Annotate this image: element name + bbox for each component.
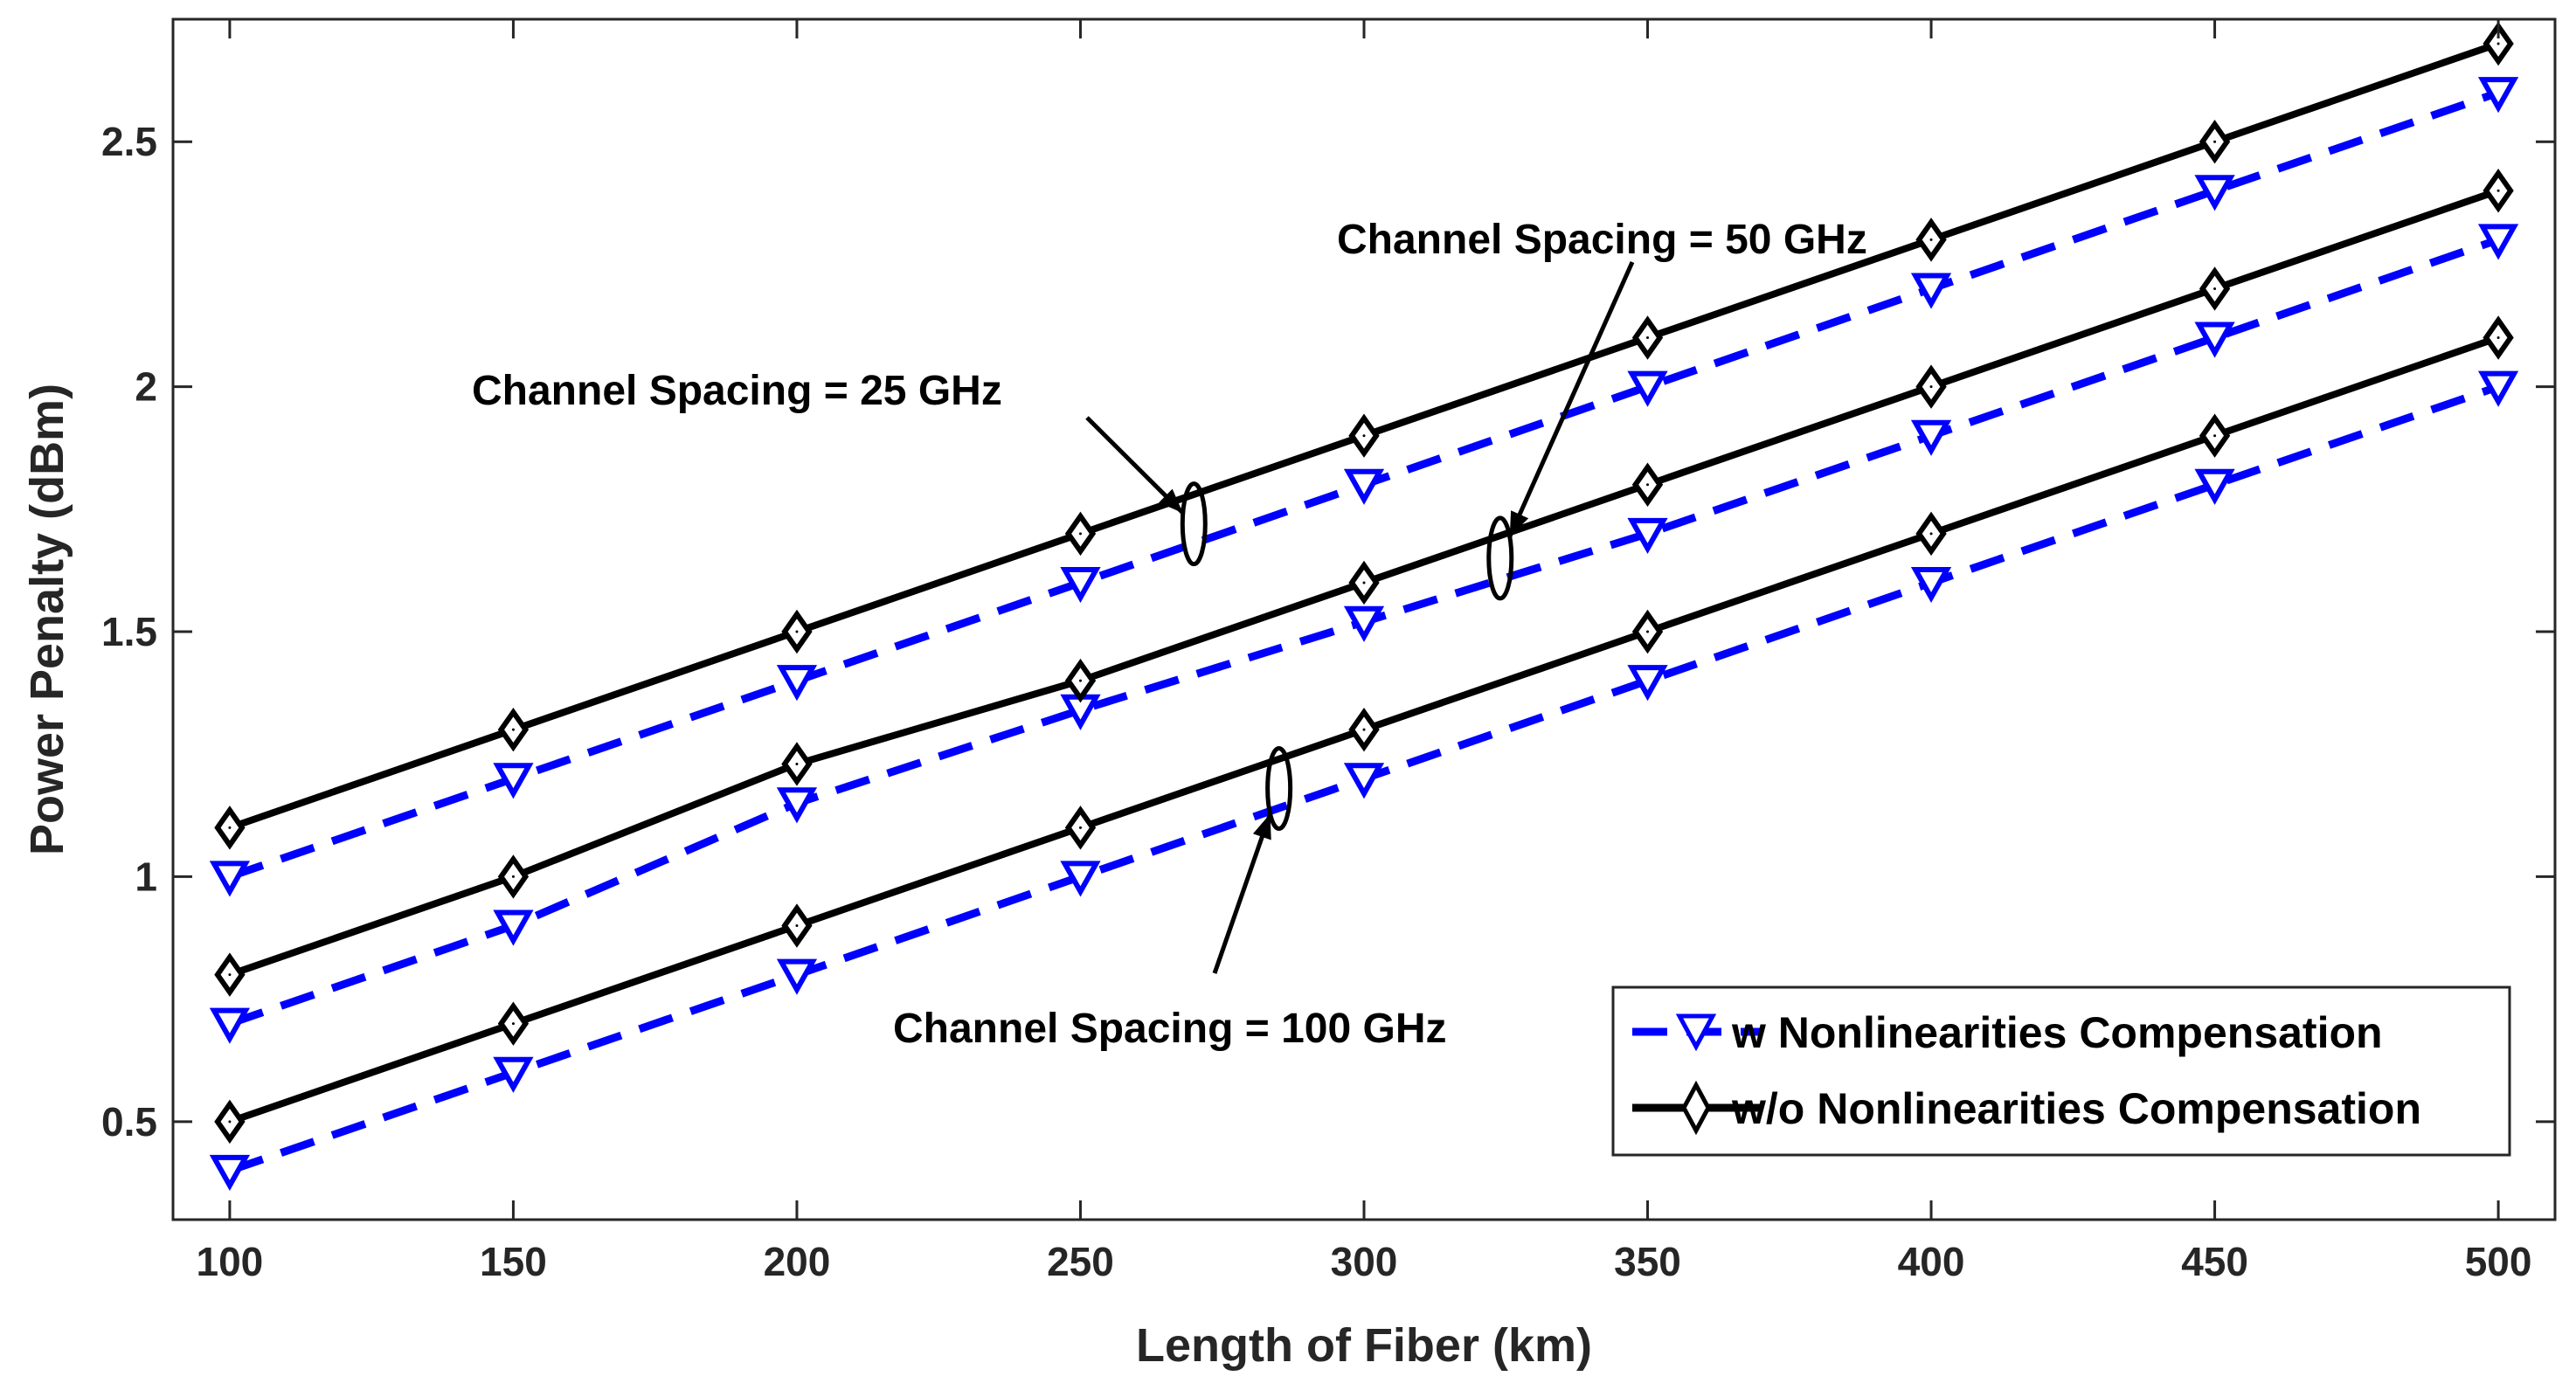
x-tick-label: 250 bbox=[1047, 1239, 1114, 1284]
x-tick-label: 200 bbox=[764, 1239, 831, 1284]
data-point-triangle bbox=[2194, 322, 2235, 358]
x-tick-label: 150 bbox=[480, 1239, 547, 1284]
data-point-triangle bbox=[776, 958, 818, 995]
data-point-triangle bbox=[1627, 665, 1668, 702]
data-point-center bbox=[1362, 434, 1366, 438]
data-point-center bbox=[795, 762, 799, 765]
data-point-triangle bbox=[493, 1056, 534, 1093]
data-point-center bbox=[1362, 581, 1366, 584]
data-point-center bbox=[1646, 336, 1650, 340]
x-tick-label: 300 bbox=[1331, 1239, 1398, 1284]
legend: w Nonlinearities Compensation w/o Nonlin… bbox=[1611, 986, 2511, 1157]
data-point-triangle bbox=[1060, 566, 1101, 604]
data-point-center bbox=[511, 1022, 515, 1026]
annotation-arrow-head bbox=[1252, 813, 1271, 840]
annotation-ellipse bbox=[1486, 515, 1514, 601]
data-point-center bbox=[795, 924, 799, 928]
data-point-triangle bbox=[209, 1154, 251, 1192]
data-point-triangle bbox=[1060, 861, 1101, 897]
legend-diamond-marker bbox=[1681, 1080, 1711, 1136]
data-point-center bbox=[1362, 728, 1366, 731]
x-tick-label: 400 bbox=[1898, 1239, 1965, 1284]
data-point-center bbox=[2213, 434, 2217, 438]
data-point-triangle bbox=[1910, 566, 1952, 604]
y-tick-label: 1.5 bbox=[101, 609, 157, 654]
x-tick-label: 100 bbox=[197, 1239, 264, 1284]
data-point-triangle bbox=[776, 665, 818, 702]
data-point-triangle bbox=[776, 787, 818, 824]
y-tick-label: 1 bbox=[135, 854, 157, 899]
annotation-arrow-line bbox=[1507, 260, 1635, 538]
data-point-triangle bbox=[1627, 370, 1668, 407]
data-point-center bbox=[1929, 385, 1933, 389]
data-point-triangle bbox=[1627, 517, 1668, 554]
data-point-center bbox=[1929, 532, 1933, 536]
legend-box bbox=[1611, 986, 2511, 1157]
axis-ticks: 100 150 200 250 300 350 400 450 500 0.5 1 1.5 2 2.5 bbox=[101, 19, 2555, 1284]
data-point-center bbox=[1078, 532, 1082, 536]
data-point-center bbox=[228, 973, 232, 977]
y-tick-label: 2 bbox=[135, 364, 157, 410]
data-point-triangle bbox=[2194, 175, 2235, 211]
data-point-center bbox=[2213, 287, 2217, 290]
annotation-ellipse bbox=[1180, 481, 1208, 567]
annotation-25ghz: Channel Spacing = 25 GHz bbox=[472, 368, 1002, 414]
legend-triangle-marker bbox=[1675, 1013, 1717, 1052]
annotation-layer: Channel Spacing = 25 GHz Channel Spacing… bbox=[472, 217, 1867, 1052]
data-point-triangle bbox=[1343, 468, 1385, 505]
annotation-100ghz: Channel Spacing = 100 GHz bbox=[893, 1006, 1447, 1052]
annotation-arrow-head bbox=[1159, 488, 1183, 514]
data-point-triangle bbox=[1910, 419, 1952, 456]
annotation-ellipse bbox=[1265, 745, 1293, 831]
y-axis-label: Power Penalty (dBm) bbox=[21, 384, 73, 855]
data-point-center bbox=[2496, 42, 2500, 45]
annotation-arrow-line bbox=[1212, 813, 1272, 974]
annotation-50ghz: Channel Spacing = 50 GHz bbox=[1337, 217, 1867, 263]
data-point-center bbox=[228, 826, 232, 829]
data-point-triangle bbox=[493, 763, 534, 799]
y-tick-label: 2.5 bbox=[101, 119, 157, 164]
x-axis-label: Length of Fiber (km) bbox=[1136, 1319, 1592, 1372]
y-tick-label: 0.5 bbox=[101, 1099, 157, 1145]
data-point-triangle bbox=[209, 861, 251, 897]
data-point-center bbox=[2496, 336, 2500, 340]
annotation-arrow-head bbox=[1509, 510, 1529, 537]
data-point-center bbox=[2213, 140, 2217, 143]
data-point-triangle bbox=[2477, 77, 2519, 114]
data-point-center bbox=[2496, 189, 2500, 192]
data-point-triangle bbox=[2477, 370, 2519, 407]
data-point-triangle bbox=[1343, 763, 1385, 799]
x-tick-label: 350 bbox=[1614, 1239, 1681, 1284]
data-point-triangle bbox=[2194, 468, 2235, 505]
data-point-center bbox=[511, 728, 515, 731]
data-point-center bbox=[511, 875, 515, 878]
data-point-triangle bbox=[2477, 224, 2519, 260]
data-point-triangle bbox=[209, 1007, 251, 1044]
data-point-center bbox=[1646, 483, 1650, 487]
data-point-center bbox=[1078, 826, 1082, 829]
data-point-center bbox=[228, 1120, 232, 1124]
legend-label-w-compensation: w Nonlinearities Compensation bbox=[1731, 1008, 2383, 1057]
data-point-triangle bbox=[1910, 273, 1952, 309]
x-tick-label: 500 bbox=[2465, 1239, 2532, 1284]
data-point-center bbox=[1929, 238, 1933, 241]
data-point-center bbox=[1646, 630, 1650, 633]
series-layer bbox=[209, 21, 2519, 1192]
data-point-center bbox=[795, 630, 799, 633]
data-point-triangle bbox=[1343, 605, 1385, 642]
data-point-triangle bbox=[493, 909, 534, 946]
data-point-center bbox=[1078, 679, 1082, 682]
x-tick-label: 450 bbox=[2181, 1239, 2248, 1284]
legend-label-wo-compensation: w/o Nonlinearities Compensation bbox=[1731, 1084, 2421, 1133]
